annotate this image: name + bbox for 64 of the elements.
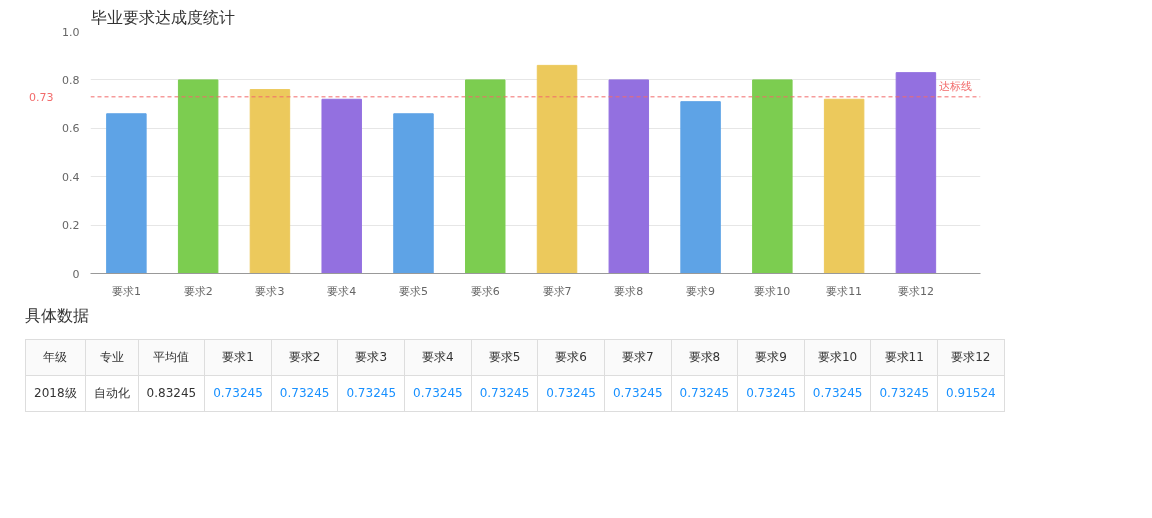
text: 0.73245: [804, 375, 871, 412]
text: 0.73245: [337, 375, 405, 412]
text: 0.91524: [937, 375, 1005, 412]
bar: [536, 64, 578, 274]
text: 要求2: [271, 339, 338, 376]
x-tick-label: 要求6: [470, 284, 500, 298]
text: 要求7: [604, 339, 672, 376]
text: 0.73245: [404, 375, 472, 412]
text: 0.83245: [138, 375, 205, 412]
text: 要求6: [537, 339, 605, 376]
bar: [249, 89, 291, 274]
text: 要求1: [204, 339, 272, 376]
text: 要求12: [937, 339, 1005, 376]
y-tick-label: 1.0: [62, 25, 80, 39]
ref-line-label: 达标线: [938, 79, 972, 93]
x-tick-label: 要求4: [327, 284, 357, 298]
text: 0.73245: [271, 375, 338, 412]
bar: [393, 113, 434, 274]
text: 具体数据: [25, 305, 89, 327]
text: 要求3: [337, 339, 405, 376]
y-tick-label: 0: [72, 267, 80, 281]
bar: [680, 101, 721, 274]
x-tick-label: 要求7: [542, 284, 572, 298]
text: 要求9: [737, 339, 805, 376]
bar: [895, 72, 937, 274]
text: 年级: [25, 339, 86, 376]
text: 2018级: [25, 375, 86, 412]
x-tick-label: 要求2: [183, 284, 213, 298]
text: 自动化: [85, 375, 139, 412]
text: 0.73: [29, 90, 54, 104]
x-tick-label: 要求3: [255, 284, 285, 298]
text: 0.73245: [604, 375, 672, 412]
text: 平均值: [138, 339, 205, 376]
bar: [321, 98, 362, 274]
x-tick-label: 要求5: [398, 284, 428, 298]
text: 0.73245: [471, 375, 538, 412]
x-tick-label: 要求9: [686, 284, 716, 298]
text: 要求11: [870, 339, 938, 376]
text: 要求8: [671, 339, 738, 376]
bar: [177, 79, 219, 274]
y-tick-label: 0.2: [62, 219, 80, 233]
text: 要求5: [471, 339, 538, 376]
text: 专业: [85, 339, 139, 376]
bar: [823, 98, 865, 274]
x-tick-label: 要求10: [754, 284, 791, 298]
bar: [106, 113, 147, 274]
text: 要求4: [404, 339, 472, 376]
text: 要求10: [804, 339, 871, 376]
x-tick-label: 要求1: [111, 284, 141, 298]
x-tick-label: 要求11: [826, 284, 863, 298]
y-tick-label: 0.4: [62, 170, 80, 184]
y-tick-label: 0.6: [62, 122, 80, 136]
text: 0.73245: [737, 375, 805, 412]
text: 0.73245: [870, 375, 938, 412]
text: 0.73245: [671, 375, 738, 412]
text: 0.73245: [204, 375, 272, 412]
x-tick-label: 要求8: [614, 284, 644, 298]
y-tick-label: 0.8: [62, 73, 80, 87]
chart-title: 毕业要求达成度统计: [90, 7, 235, 27]
bar: [752, 79, 793, 274]
text: 0.73245: [537, 375, 605, 412]
bar: [465, 79, 506, 274]
x-tick-label: 要求12: [897, 284, 934, 298]
bar: [608, 79, 650, 274]
